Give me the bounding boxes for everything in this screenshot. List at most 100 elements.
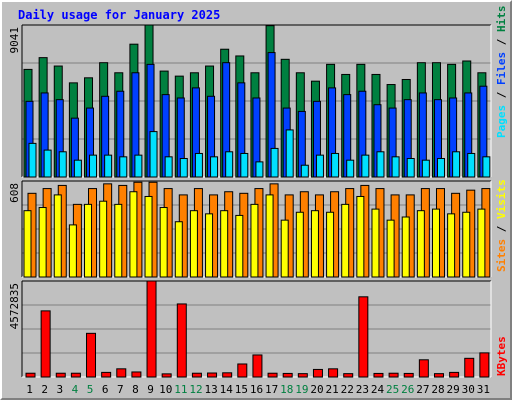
kbytes-bar [252,354,263,378]
x-tick-label: 17 [265,383,278,396]
kbytes-bar [40,310,51,378]
pages-bar [119,156,128,178]
kbytes-bar [146,280,157,378]
x-tick-label: 30 [462,383,475,396]
visits-bar [447,213,456,278]
kbytes-bar [222,372,233,378]
pages-bar [43,149,52,178]
pages-bar [331,152,340,178]
pages-bar [225,151,234,178]
x-tick-label: 2 [41,383,48,396]
pages-bar [73,159,82,178]
visits-bar [356,195,365,278]
visits-bar [129,191,138,278]
visits-bar [189,210,198,278]
visits-bar [477,208,486,278]
x-tick-label: 31 [477,383,490,396]
pages-bar [89,154,98,178]
visits-bar [401,216,410,278]
kbytes-bar [282,372,293,378]
pages-bar [270,147,279,178]
visits-bar [265,194,274,278]
pages-bar [361,154,370,178]
pages-bar [376,151,385,178]
x-tick-label: 22 [341,383,354,396]
pages-bar [240,152,249,178]
visits-bar [250,203,259,278]
pages-bar [179,158,188,178]
x-tick-label: 15 [235,383,248,396]
kbytes-bar [237,363,248,378]
pages-bar [436,158,445,178]
visits-bar [159,207,168,278]
pages-bar [467,152,476,178]
legend-separator: / [495,32,508,52]
x-tick-label: 11 [174,383,187,396]
visits-bar [84,203,93,278]
kbytes-bar [312,368,323,378]
kbytes-bar [373,372,384,378]
legend-pages: Pages [495,105,508,138]
x-tick-label: 16 [250,383,263,396]
panel-1-ymax-label: 9041 [8,27,21,54]
x-tick-label: 24 [371,383,385,396]
kbytes-bar [25,372,36,378]
x-tick-label: 4 [72,383,79,396]
kbytes-bar [161,373,172,378]
kbytes-bar [70,372,81,378]
x-tick-label: 27 [416,383,429,396]
chart-title: Daily usage for January 2025 [18,8,221,22]
visits-bar [295,211,304,278]
legend-hits: Hits [495,6,508,33]
visits-bar [310,210,319,278]
kbytes-bar [86,332,97,378]
pages-bar [452,151,461,178]
kbytes-bar [343,373,354,378]
visits-bar [114,203,123,278]
legend-visits: Visits [495,179,508,219]
x-tick-label: 13 [204,383,217,396]
x-tick-label: 14 [220,383,234,396]
legend-sites: Sites [495,239,508,272]
kbytes-bar [433,373,444,378]
pages-bar [391,156,400,178]
kbytes-bar [403,372,414,378]
x-tick-label: 1 [26,383,33,396]
kbytes-bar [191,372,202,378]
x-tick-label: 3 [57,383,64,396]
visits-bar [205,213,214,278]
kbytes-bar [116,368,127,378]
pages-bar [58,151,67,178]
kbytes-bar [479,352,490,378]
pages-bar [285,129,294,178]
pages-bar [406,158,415,178]
kbytes-bar [418,359,429,378]
x-tick-label: 26 [401,383,414,396]
kbytes-bar [101,371,112,378]
legend-panel-3: KBytes [495,336,508,376]
kbytes-bar [464,357,475,378]
x-tick-label: 6 [102,383,109,396]
visits-bar [280,219,289,278]
kbytes-bar [449,371,460,378]
legend-panel-2: Sites / Visits [495,179,508,272]
visits-bar [341,203,350,278]
x-tick-label: 23 [356,383,369,396]
pages-bar [28,142,37,178]
legend-kbytes: KBytes [495,336,508,376]
visits-bar [174,221,183,278]
visits-bar [38,207,47,278]
kbytes-bar [297,373,308,378]
pages-bar [421,159,430,178]
x-tick-label: 19 [295,383,308,396]
x-tick-label: 28 [431,383,444,396]
pages-bar [104,154,113,178]
x-tick-label: 20 [310,383,323,396]
kbytes-bar [358,296,369,378]
kbytes-bar [388,372,399,378]
pages-bar [482,156,491,178]
pages-bar [210,156,219,178]
pages-bar [164,156,173,178]
x-tick-label: 21 [326,383,339,396]
x-tick-label: 7 [117,383,124,396]
